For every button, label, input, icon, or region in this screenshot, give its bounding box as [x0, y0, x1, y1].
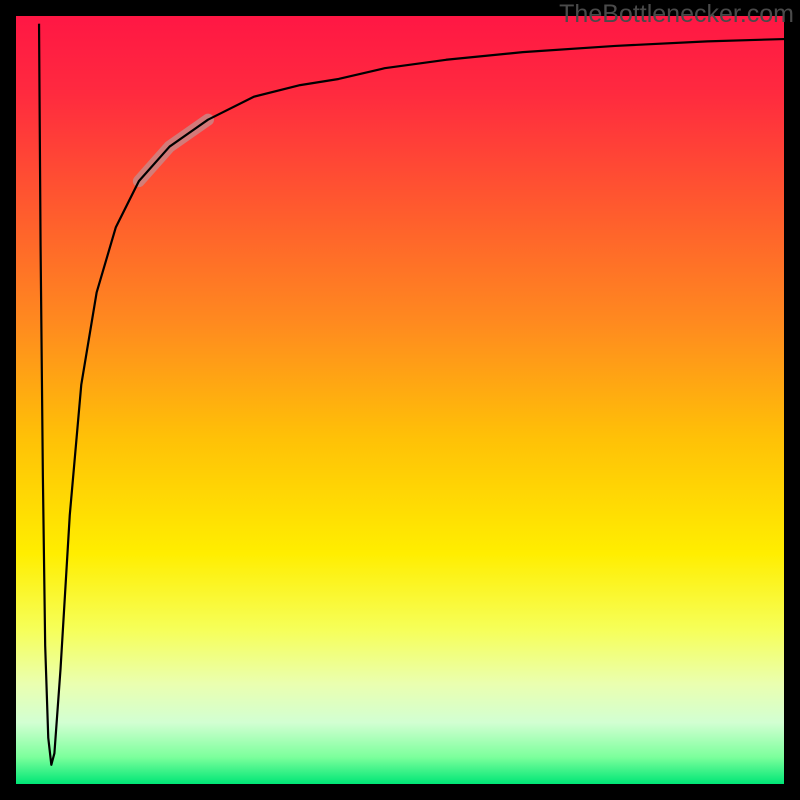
- attribution-text: TheBottlenecker.com: [559, 0, 794, 29]
- bottleneck-chart: TheBottlenecker.com: [0, 0, 800, 800]
- chart-background: [16, 16, 784, 784]
- chart-svg: [0, 0, 800, 800]
